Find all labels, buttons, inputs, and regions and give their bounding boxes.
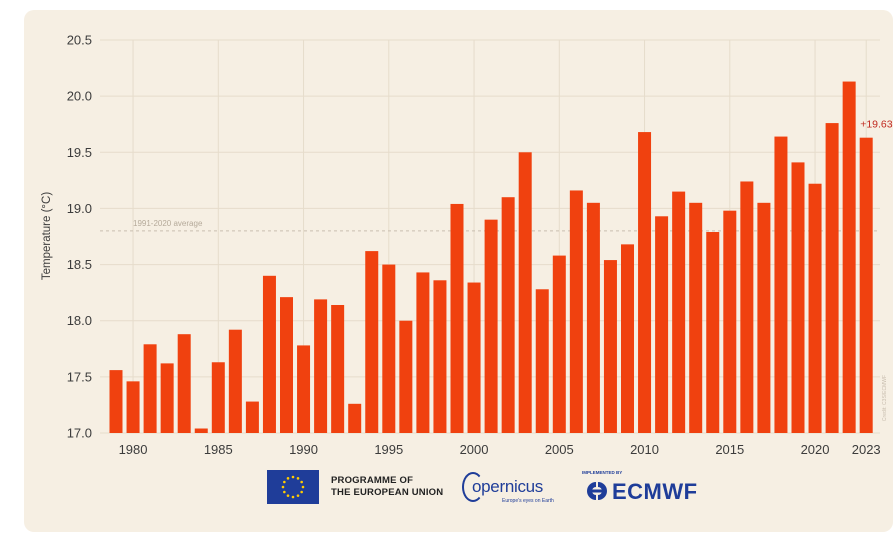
bar: [501, 197, 515, 433]
eu-text-line1: PROGRAMME OF: [331, 475, 414, 486]
bar: [297, 345, 311, 433]
eu-text-line2: THE EUROPEAN UNION: [331, 487, 444, 498]
average-label: 1991-2020 average: [133, 219, 203, 228]
copernicus-c-icon: [462, 472, 484, 502]
bar: [859, 137, 873, 433]
bar: [484, 219, 498, 433]
x-tick-label: 1990: [289, 442, 318, 457]
bar: [194, 428, 208, 433]
y-axis-ticks: 17.0 17.5 18.0 18.5 19.0 19.5 20.0 20.5: [67, 33, 92, 441]
bar: [416, 272, 430, 433]
x-tick-label: 2015: [715, 442, 744, 457]
x-tick-label: 2023: [852, 442, 881, 457]
bar: [808, 183, 822, 433]
bar: [569, 190, 583, 433]
y-tick-label: 20.0: [67, 89, 92, 104]
copernicus-logo: opernicus Europe's eyes on Earth: [462, 472, 562, 504]
copernicus-word: opernicus: [472, 477, 544, 496]
bar: [518, 152, 532, 434]
eu-star: [300, 490, 303, 494]
bar: [467, 282, 481, 433]
bar: [126, 381, 140, 433]
copernicus-tagline: Europe's eyes on Earth: [502, 498, 554, 504]
bar: [160, 363, 174, 433]
eu-flag-icon: [267, 470, 319, 504]
bar: [143, 344, 157, 433]
credit-text: Credit: C3S/ECMWF: [882, 375, 888, 421]
y-tick-label: 19.5: [67, 145, 92, 160]
bar: [842, 81, 856, 433]
ecmwf-word: ECMWF: [612, 479, 698, 504]
bar: [280, 297, 293, 433]
bar: [535, 289, 549, 433]
bar: [740, 181, 754, 433]
y-tick-label: 17.5: [67, 369, 92, 384]
bar: [382, 264, 396, 433]
bar: [228, 329, 242, 433]
y-tick-label: 18.5: [67, 257, 92, 272]
eu-star: [300, 480, 303, 484]
bar: [245, 401, 259, 433]
eu-star: [296, 477, 300, 480]
bar: [348, 403, 362, 433]
eu-star: [283, 480, 286, 484]
bar: [825, 123, 839, 433]
bar: [177, 334, 191, 433]
eu-stars-icon: [281, 475, 305, 499]
bars: [109, 81, 873, 434]
bar: [689, 202, 703, 433]
eu-star: [296, 494, 300, 497]
bar-chart: 17.0 17.5 18.0 18.5 19.0 19.5 20.0 20.5 1991-20…: [41, 33, 893, 458]
bar: [262, 275, 276, 433]
x-tick-label: 1985: [204, 442, 233, 457]
logo-strip: PROGRAMME OF THE EUROPEAN UNION opernicu…: [0, 470, 893, 510]
x-tick-label: 2000: [460, 442, 489, 457]
ecmwf-logo: IMPLEMENTED BY ECMWF: [582, 470, 722, 504]
bar: [552, 255, 566, 433]
x-tick-label: 1995: [374, 442, 403, 457]
bar: [211, 362, 225, 433]
y-tick-label: 17.0: [67, 426, 92, 441]
eu-star: [291, 495, 295, 499]
eu-star: [286, 494, 290, 497]
bar: [621, 244, 634, 433]
x-axis-ticks: 1980 1985 1990 1995 2000 2005 2010 2015 2020 2023: [119, 442, 881, 457]
y-axis-label: Temperature (°C): [41, 192, 53, 280]
bar: [655, 216, 669, 433]
bar: [399, 320, 413, 433]
bar: [433, 280, 447, 433]
eu-star: [283, 490, 286, 494]
eu-star: [286, 477, 290, 480]
x-tick-label: 1980: [119, 442, 148, 457]
x-tick-label: 2020: [801, 442, 830, 457]
bar: [757, 202, 771, 433]
eu-star: [291, 475, 295, 479]
bar: [450, 203, 464, 433]
bar: [365, 251, 379, 433]
bar: [638, 132, 652, 433]
bar: [314, 299, 328, 433]
bar: [603, 260, 617, 433]
x-tick-label: 2005: [545, 442, 574, 457]
eu-star: [301, 485, 305, 489]
y-tick-label: 20.5: [67, 33, 92, 48]
ecmwf-mark-icon: [587, 482, 607, 500]
ecmwf-tagline: IMPLEMENTED BY: [582, 470, 623, 475]
y-tick-label: 19.0: [67, 201, 92, 216]
bar: [331, 304, 345, 433]
eu-star: [281, 485, 285, 489]
bar: [706, 232, 720, 433]
eu-programme-text: PROGRAMME OF THE EUROPEAN UNION: [331, 475, 443, 499]
x-tick-label: 2010: [630, 442, 659, 457]
bar: [109, 370, 123, 433]
bar: [791, 162, 805, 434]
y-tick-label: 18.0: [67, 313, 92, 328]
latest-value-annotation: +19.63: [860, 119, 893, 131]
bar: [723, 210, 737, 433]
bar: [672, 191, 686, 433]
bar: [586, 202, 600, 433]
bar: [774, 136, 788, 433]
